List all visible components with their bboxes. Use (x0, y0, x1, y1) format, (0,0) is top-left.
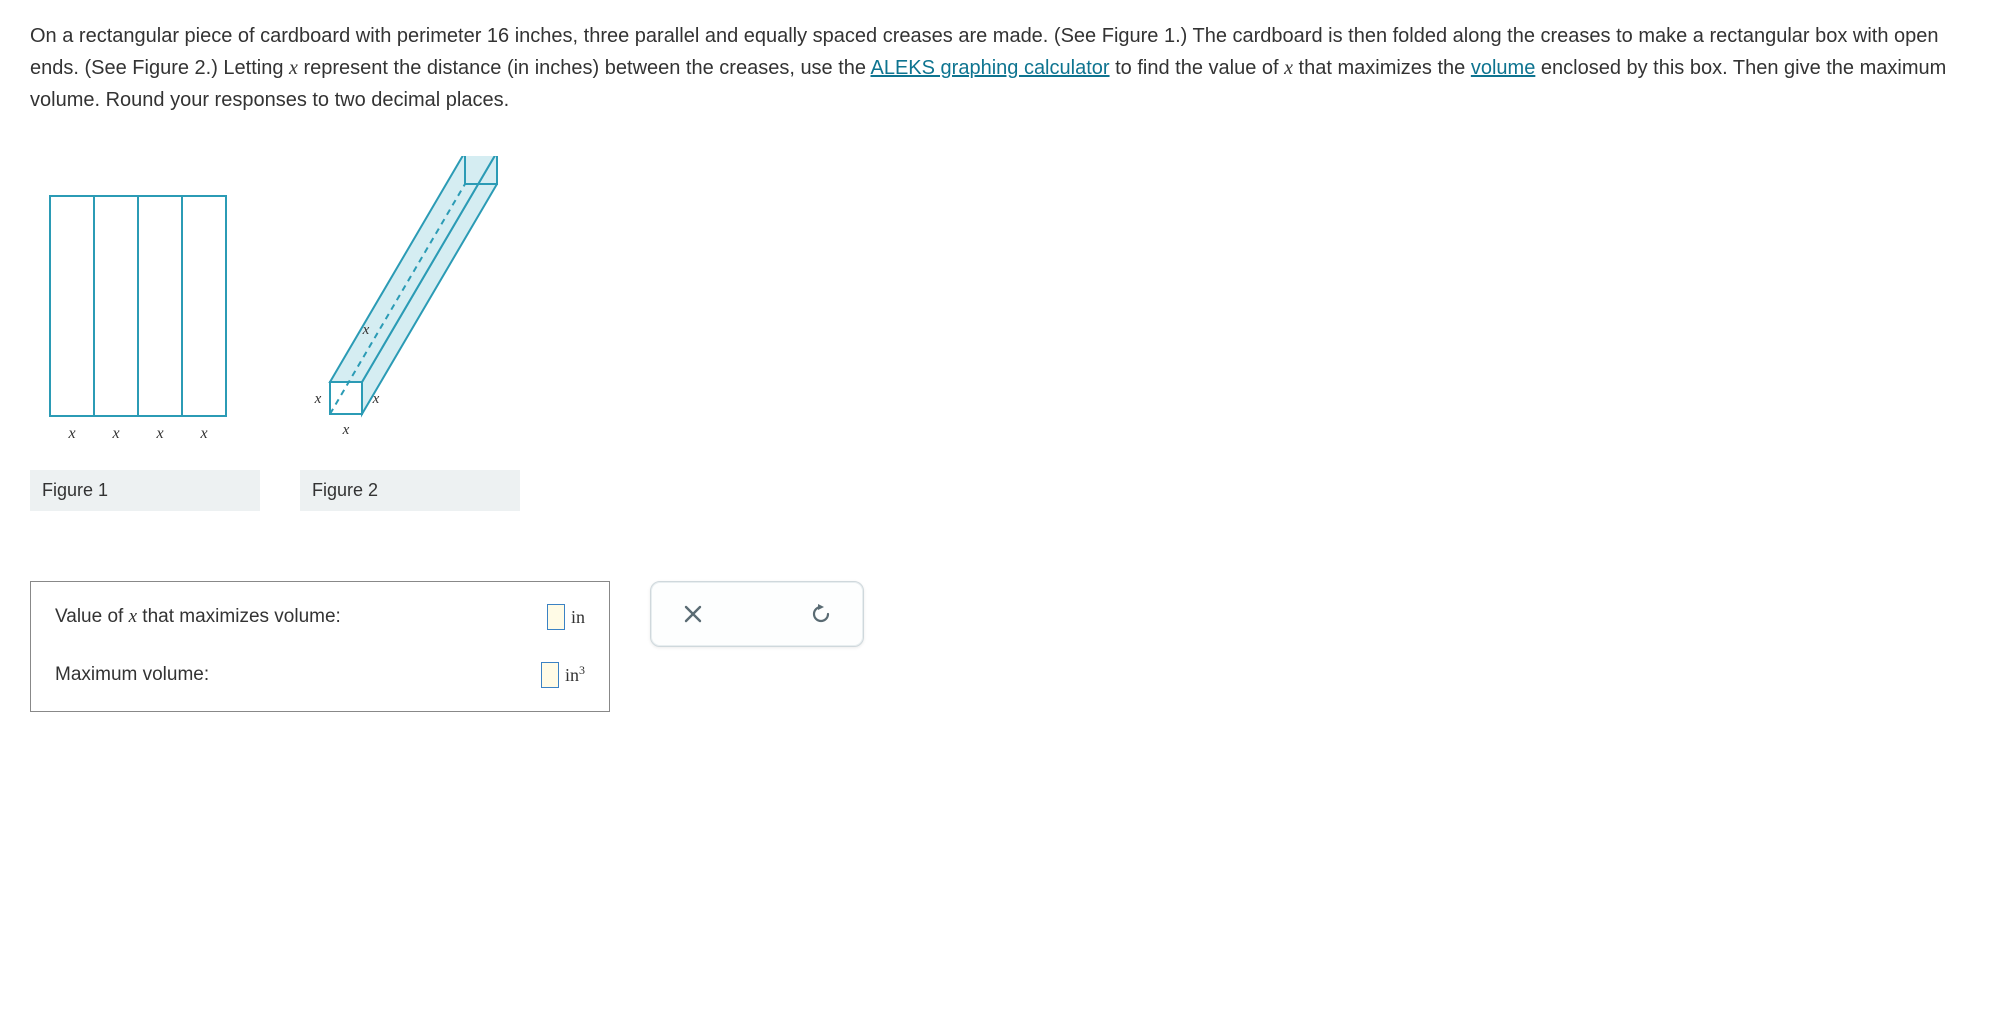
svg-text:x: x (362, 322, 370, 338)
x-icon (682, 603, 704, 625)
text-seg: represent the distance (in inches) betwe… (298, 57, 871, 79)
problem-statement: On a rectangular piece of cardboard with… (30, 20, 1976, 116)
svg-text:x: x (372, 391, 380, 407)
reset-icon (809, 602, 833, 626)
figure-1-caption: Figure 1 (30, 470, 260, 511)
answer-row-volume: Maximum volume: in3 (55, 660, 585, 690)
figure-2: x x x x Figure 2 (300, 156, 520, 511)
label-seg: that maximizes volume: (137, 606, 341, 627)
perimeter-value: 16 (487, 25, 509, 47)
answer-input-group-vol: in3 (541, 661, 585, 690)
clear-button[interactable] (679, 600, 707, 628)
figure-2-caption: Figure 2 (300, 470, 520, 511)
variable-x: x (289, 57, 298, 79)
variable-x: x (1284, 57, 1293, 79)
label-seg: Value of (55, 606, 129, 627)
answer-input-group-x: in (547, 603, 585, 632)
svg-text:x: x (314, 391, 322, 407)
tool-panel (650, 581, 864, 647)
figure-1-svg: xxxx (30, 186, 260, 466)
figure-1: x x x x Figure 1 (30, 186, 260, 511)
unit-base: in (565, 665, 579, 685)
answer-area: Value of x that maximizes volume: in Max… (30, 581, 1976, 712)
text-seg: to find the value of (1110, 57, 1285, 79)
aleks-calculator-link[interactable]: ALEKS graphing calculator (871, 57, 1110, 79)
x-value-input[interactable] (547, 604, 565, 630)
volume-link[interactable]: volume (1471, 57, 1535, 79)
variable-x: x (129, 606, 137, 627)
unit-in3: in3 (565, 661, 585, 690)
unit-in: in (571, 603, 585, 632)
unit-exp: 3 (579, 663, 585, 677)
answer-box: Value of x that maximizes volume: in Max… (30, 581, 610, 712)
answer-row-x: Value of x that maximizes volume: in (55, 602, 585, 632)
reset-button[interactable] (807, 600, 835, 628)
figures-row: x x x x Figure 1 x x x x Figure 2 (30, 156, 1976, 511)
svg-text:x: x (67, 425, 75, 442)
svg-text:x: x (199, 425, 207, 442)
answer-label-volume: Maximum volume: (55, 660, 209, 690)
figure-2-svg: x x x x (300, 156, 520, 466)
text-seg: On a rectangular piece of cardboard with… (30, 25, 487, 47)
text-seg: that maximizes the (1293, 57, 1471, 79)
answer-label-x: Value of x that maximizes volume: (55, 602, 341, 632)
svg-text:x: x (342, 422, 350, 438)
volume-value-input[interactable] (541, 662, 559, 688)
svg-text:x: x (155, 425, 163, 442)
svg-text:x: x (111, 425, 119, 442)
